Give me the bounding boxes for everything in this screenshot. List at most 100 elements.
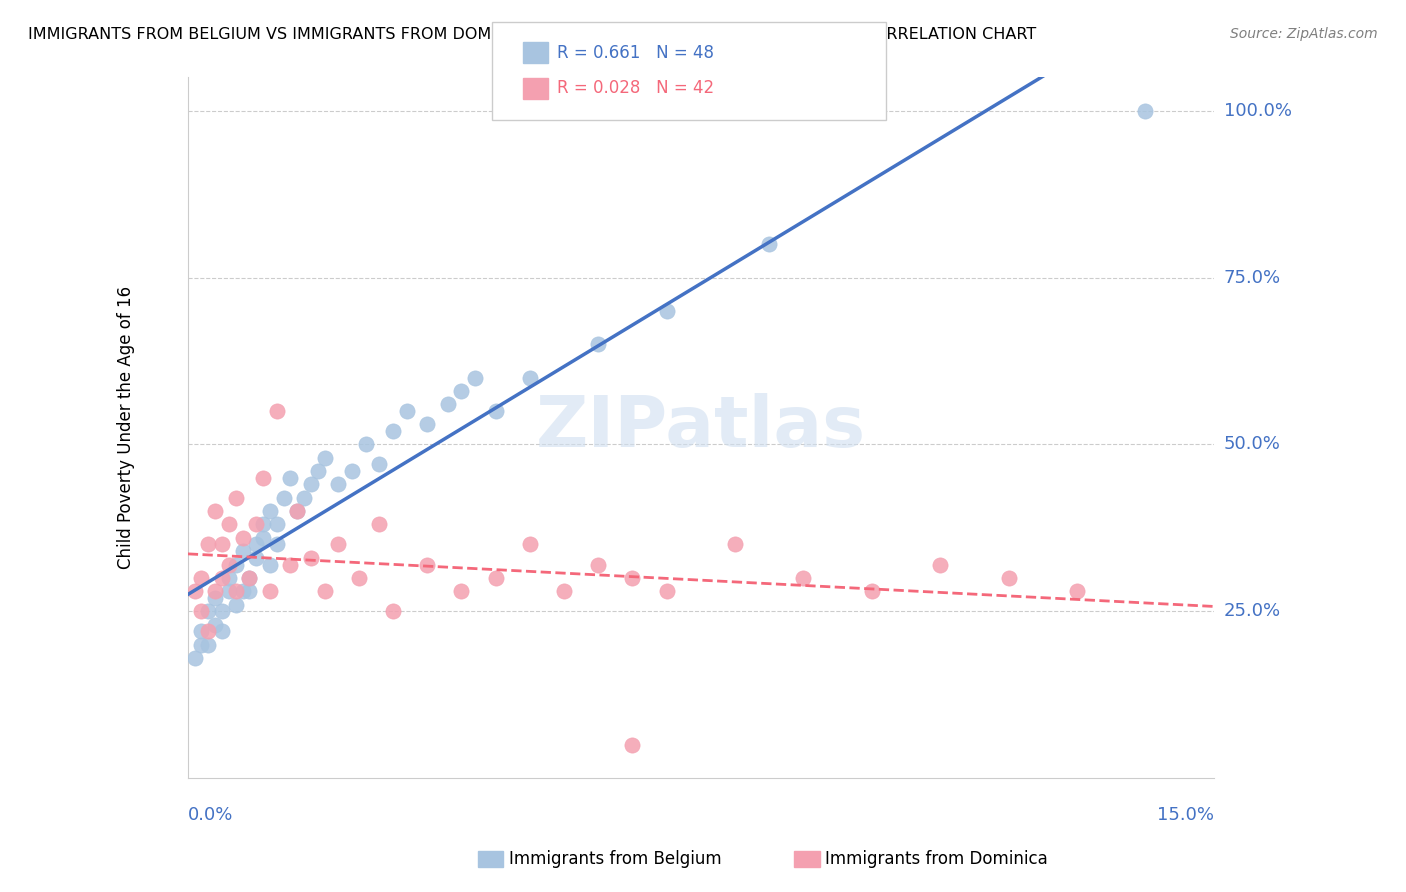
Point (381, 424, 404, 438)
Point (292, 491, 315, 505)
Point (395, 404, 418, 418)
Text: 50.0%: 50.0% (1225, 435, 1281, 453)
Point (484, 571, 506, 585)
Text: 75.0%: 75.0% (1225, 268, 1281, 286)
Point (655, 304, 678, 318)
Point (354, 437, 377, 451)
Text: 0.0%: 0.0% (188, 806, 233, 824)
Point (197, 537, 219, 551)
Point (347, 571, 370, 585)
Point (231, 584, 253, 599)
Point (211, 624, 233, 639)
Point (724, 537, 747, 551)
Point (218, 571, 240, 585)
Point (238, 571, 260, 585)
Point (1066, 584, 1088, 599)
Point (519, 537, 541, 551)
Point (252, 517, 274, 532)
Point (183, 584, 205, 599)
Point (190, 571, 212, 585)
Point (299, 477, 322, 491)
Point (245, 537, 267, 551)
Point (190, 638, 212, 652)
Point (245, 550, 267, 565)
Point (266, 517, 288, 532)
Point (197, 604, 219, 618)
Point (197, 624, 219, 639)
Point (519, 370, 541, 384)
Point (204, 584, 226, 599)
Point (183, 651, 205, 665)
Point (190, 604, 212, 618)
Point (340, 464, 363, 478)
Point (211, 571, 233, 585)
Point (238, 584, 260, 599)
Point (307, 464, 329, 478)
Text: R = 0.028   N = 42: R = 0.028 N = 42 (557, 79, 714, 97)
Point (860, 584, 883, 599)
Point (929, 558, 952, 572)
Text: 25.0%: 25.0% (1225, 602, 1281, 620)
Point (266, 404, 288, 418)
Point (238, 571, 260, 585)
Point (231, 544, 253, 558)
Text: Source: ZipAtlas.com: Source: ZipAtlas.com (1230, 27, 1378, 41)
Point (792, 571, 814, 585)
Point (190, 624, 212, 639)
Point (621, 571, 644, 585)
Point (273, 491, 295, 505)
Point (285, 504, 308, 518)
Point (997, 571, 1019, 585)
Point (314, 584, 336, 599)
Point (368, 517, 391, 532)
Point (416, 417, 439, 432)
Point (450, 384, 472, 398)
Text: Immigrants from Belgium: Immigrants from Belgium (509, 850, 721, 868)
Point (245, 517, 267, 532)
Point (225, 491, 247, 505)
Point (328, 477, 350, 491)
Point (225, 558, 247, 572)
Point (586, 558, 609, 572)
Point (299, 550, 322, 565)
Text: Child Poverty Under the Age of 16: Child Poverty Under the Age of 16 (117, 286, 135, 569)
Point (218, 584, 240, 599)
Point (450, 584, 472, 599)
Point (225, 598, 247, 612)
Point (252, 471, 274, 485)
Point (252, 531, 274, 545)
Point (464, 370, 486, 384)
Point (225, 584, 247, 599)
Text: ZIPatlas: ZIPatlas (536, 393, 866, 462)
Text: Immigrants from Dominica: Immigrants from Dominica (825, 850, 1047, 868)
Point (381, 604, 404, 618)
Point (231, 531, 253, 545)
Point (328, 537, 350, 551)
Point (204, 504, 226, 518)
Point (259, 558, 281, 572)
Text: 15.0%: 15.0% (1157, 806, 1213, 824)
Point (280, 558, 302, 572)
Point (368, 458, 391, 472)
Point (758, 237, 780, 252)
Point (586, 337, 609, 351)
Point (211, 537, 233, 551)
Point (197, 638, 219, 652)
Point (266, 537, 288, 551)
Point (436, 397, 458, 411)
Point (484, 404, 506, 418)
Point (314, 450, 336, 465)
Point (218, 558, 240, 572)
Point (553, 584, 575, 599)
Point (416, 558, 439, 572)
Point (211, 604, 233, 618)
Point (280, 471, 302, 485)
Point (285, 504, 308, 518)
Point (621, 738, 644, 752)
Text: R = 0.661   N = 48: R = 0.661 N = 48 (557, 44, 714, 62)
Point (204, 617, 226, 632)
Point (1135, 103, 1157, 118)
Point (259, 504, 281, 518)
Point (655, 584, 678, 599)
Point (204, 591, 226, 605)
